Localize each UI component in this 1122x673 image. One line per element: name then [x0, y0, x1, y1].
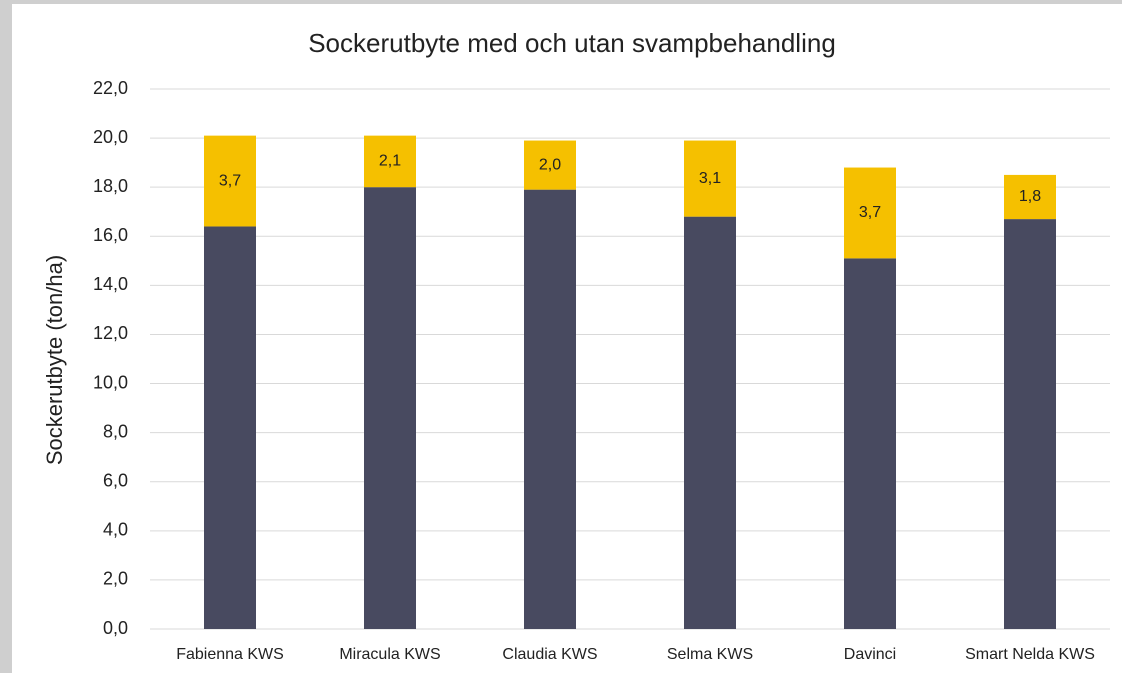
bar-segment: [524, 140, 576, 190]
y-tick-label: 12,0: [93, 323, 128, 343]
x-tick-label: Claudia KWS: [502, 646, 597, 663]
y-tick-label: 2,0: [103, 569, 128, 589]
x-tick-label: Selma KWS: [667, 646, 753, 663]
y-tick-label: 0,0: [103, 618, 128, 638]
bar-segment: [1004, 219, 1056, 629]
bar-segment: [524, 189, 576, 630]
data-label: 2,1: [379, 153, 401, 170]
bar-segment: [364, 135, 416, 188]
x-tick-label: Davinci: [844, 646, 896, 663]
bar-segment: [684, 140, 736, 217]
y-tick-label: 20,0: [93, 127, 128, 147]
y-tick-label: 14,0: [93, 274, 128, 294]
y-tick-label: 10,0: [93, 372, 128, 392]
bar-segment: [684, 216, 736, 630]
data-label: 1,8: [1019, 188, 1041, 205]
y-tick-label: 8,0: [103, 421, 128, 441]
bar-segment: [844, 167, 896, 259]
data-label: 3,7: [859, 204, 881, 221]
data-label: 3,1: [699, 170, 721, 187]
x-tick-label: Smart Nelda KWS: [965, 646, 1095, 663]
y-tick-label: 4,0: [103, 520, 128, 540]
bar-segment: [364, 187, 416, 629]
data-label: 2,0: [539, 156, 561, 173]
x-tick-label: Fabienna KWS: [176, 646, 284, 663]
bar-segment: [1004, 174, 1056, 220]
bar-segment: [844, 258, 896, 629]
data-label: 3,7: [219, 172, 241, 189]
bar-segment: [204, 226, 256, 630]
y-tick-label: 18,0: [93, 176, 128, 196]
y-tick-label: 6,0: [103, 470, 128, 490]
y-tick-label: 16,0: [93, 225, 128, 245]
x-tick-label: Miracula KWS: [339, 646, 440, 663]
chart-title: Sockerutbyte med och utan svampbehandlin…: [308, 28, 836, 58]
y-axis-label: Sockerutbyte (ton/ha): [42, 255, 67, 465]
bar-segment: [204, 135, 256, 227]
y-tick-label: 22,0: [93, 78, 128, 98]
